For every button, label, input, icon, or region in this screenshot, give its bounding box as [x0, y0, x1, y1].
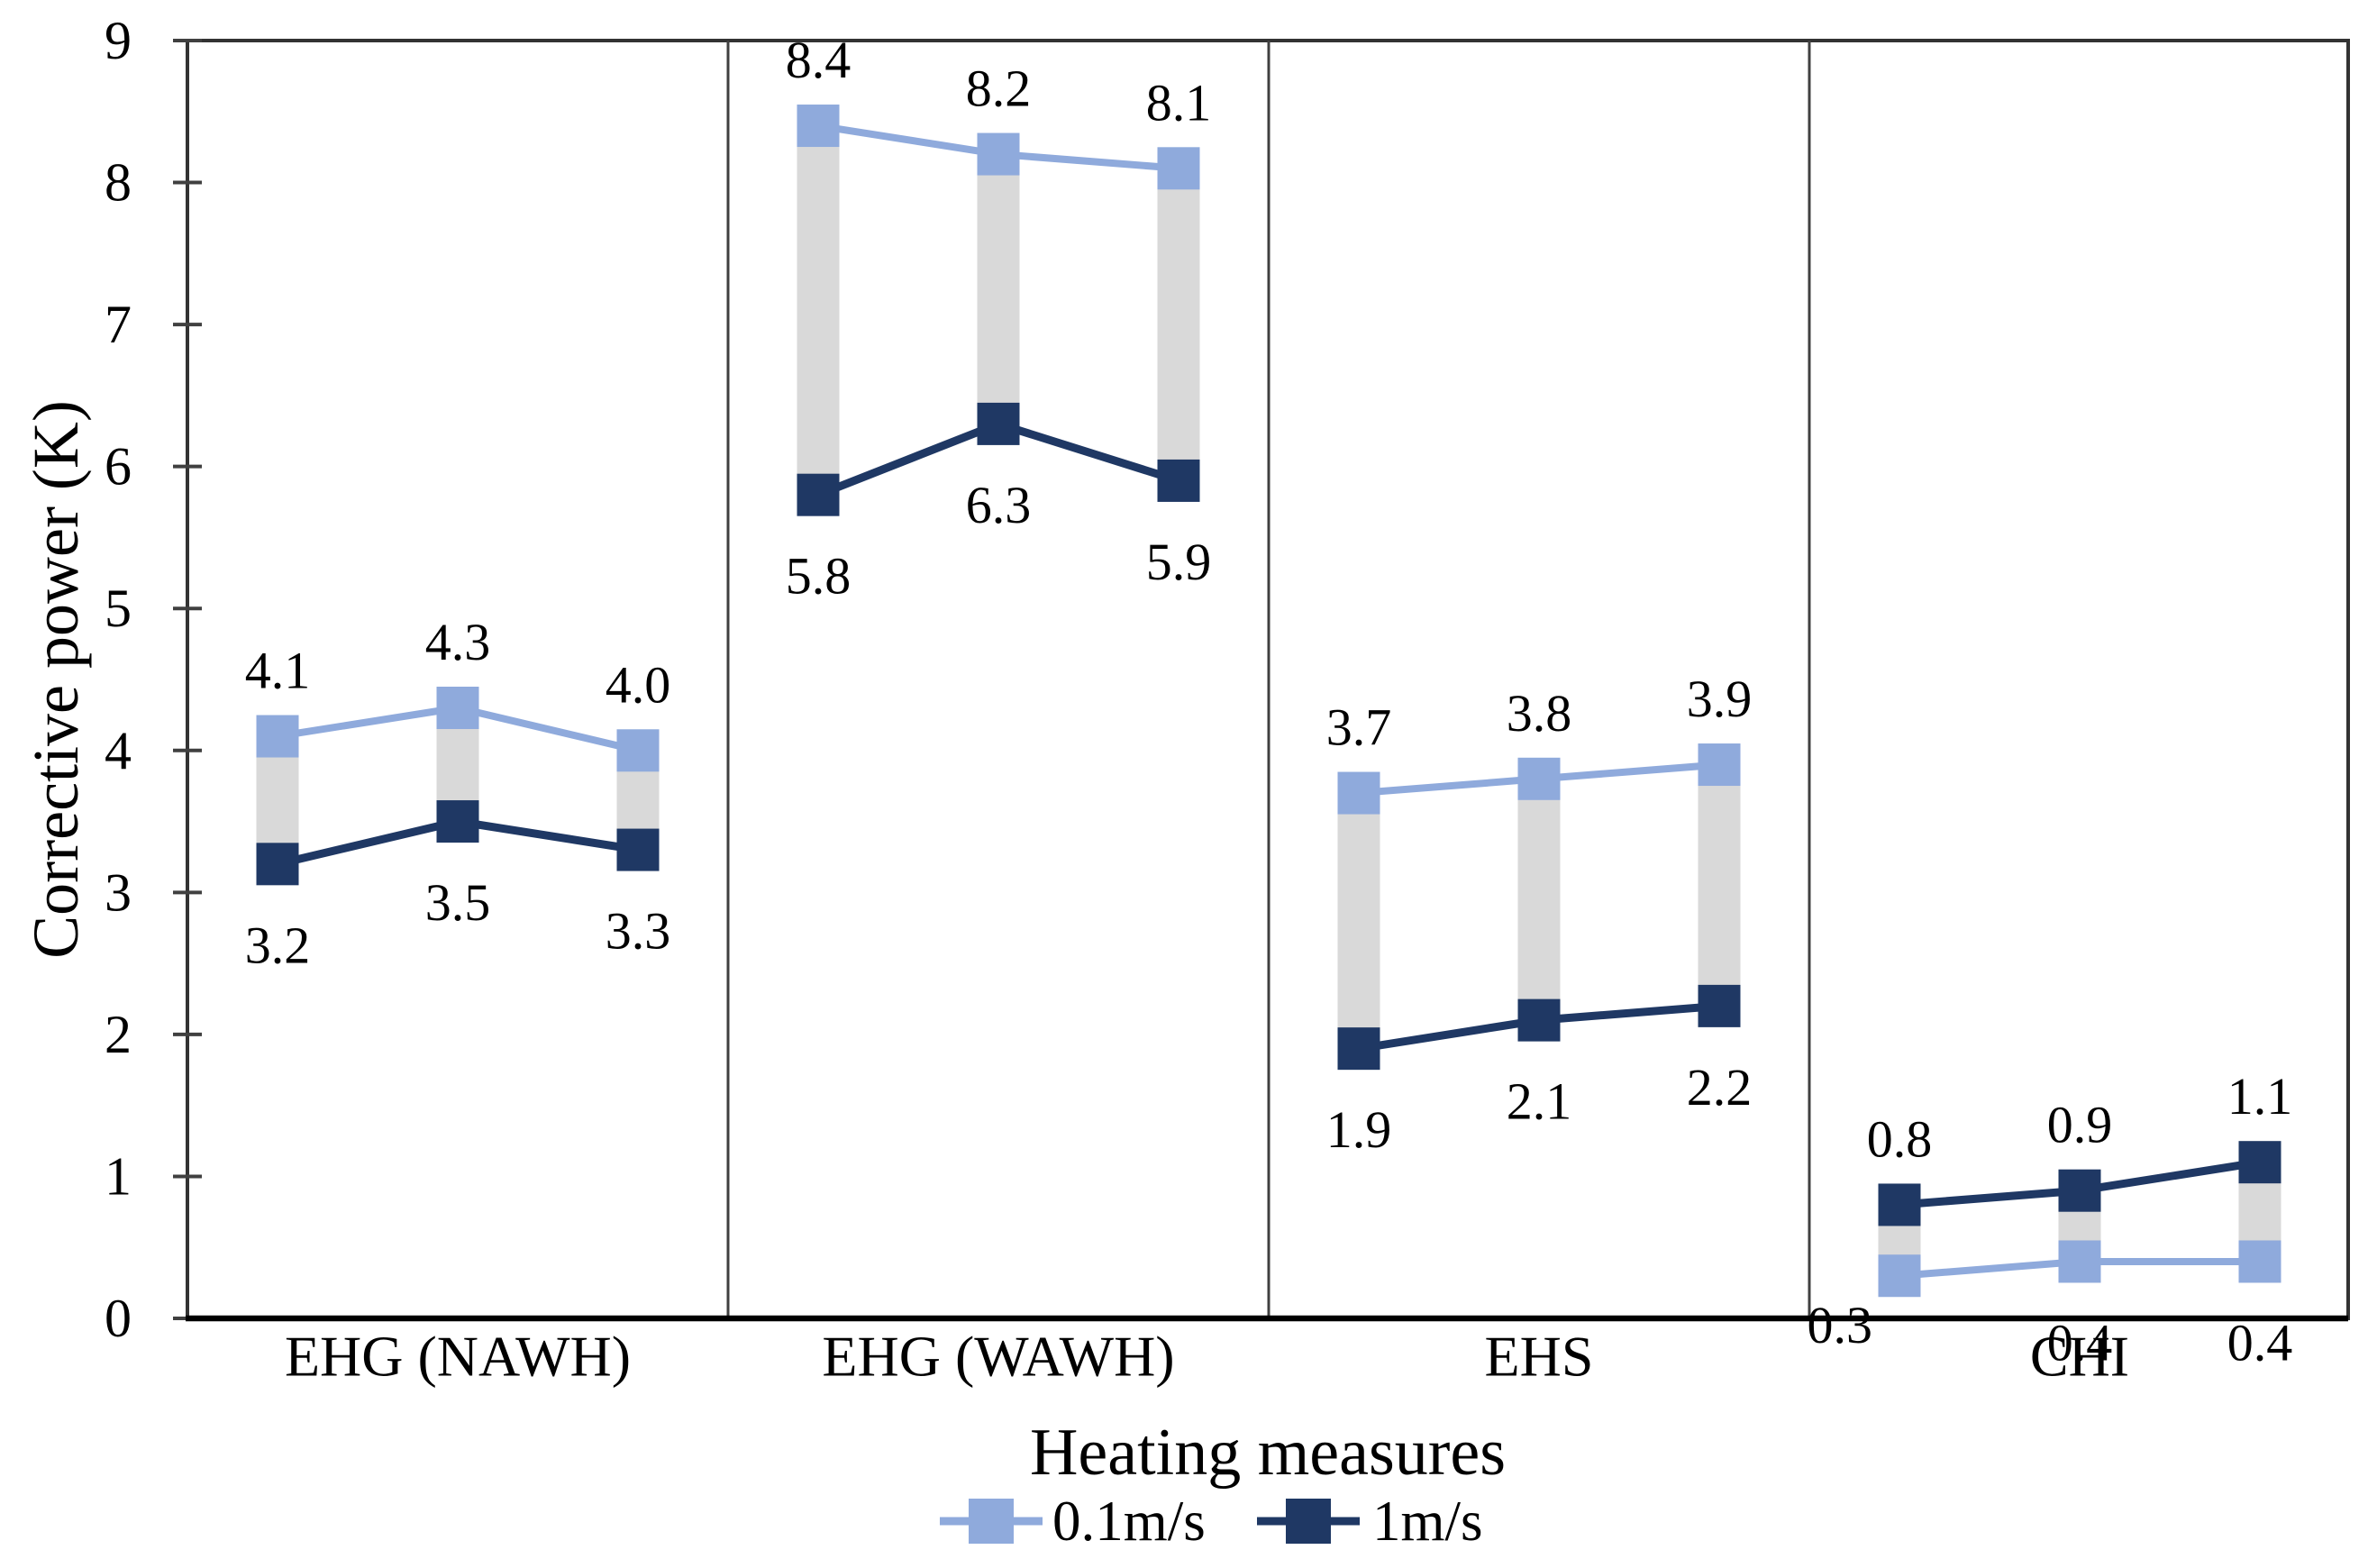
y-tick-label: 6: [105, 437, 132, 497]
data-label: 2.2: [1687, 1058, 1753, 1117]
marker-0.1m/s: [1517, 757, 1561, 800]
marker-0.1m/s: [797, 105, 840, 148]
data-label: 1.9: [1326, 1100, 1392, 1159]
marker-1m/s: [977, 402, 1020, 445]
data-label: 0.4: [2047, 1313, 2113, 1372]
y-axis-title: Corrective power (K): [20, 400, 92, 959]
marker-1m/s: [1157, 459, 1200, 502]
y-tick-label: 8: [105, 153, 132, 213]
data-label: 6.3: [966, 476, 1032, 534]
data-label: 0.4: [2227, 1313, 2293, 1372]
updown-bar: [1337, 793, 1380, 1049]
legend-marker-1m/s: [1286, 1499, 1331, 1544]
updown-bar: [977, 154, 1020, 424]
marker-0.1m/s: [1157, 147, 1200, 190]
category-label: EHS: [1485, 1325, 1594, 1389]
updown-bar: [797, 125, 840, 496]
legend-marker-0.1m/s: [969, 1499, 1014, 1544]
data-label: 4.0: [606, 655, 671, 714]
data-label: 0.3: [1808, 1296, 1873, 1354]
data-label: 3.2: [245, 916, 311, 974]
marker-1m/s: [797, 473, 840, 516]
x-axis-title: Heating measures: [1030, 1416, 1506, 1490]
data-label: 3.5: [425, 873, 491, 932]
updown-bar: [1157, 168, 1200, 481]
y-tick-label: 0: [105, 1289, 132, 1348]
marker-0.1m/s: [436, 687, 479, 730]
y-tick-label: 5: [105, 579, 132, 638]
marker-1m/s: [1517, 998, 1561, 1042]
data-label: 3.8: [1507, 684, 1572, 743]
y-tick-label: 9: [105, 11, 132, 70]
y-tick-label: 2: [105, 1005, 132, 1064]
marker-0.1m/s: [256, 715, 299, 758]
data-label: 0.9: [2047, 1096, 2113, 1154]
marker-0.1m/s: [616, 729, 660, 772]
marker-1m/s: [256, 843, 299, 886]
marker-1m/s: [1878, 1183, 1921, 1226]
updown-bar: [256, 736, 299, 864]
y-tick-label: 4: [105, 721, 132, 780]
marker-1m/s: [2058, 1169, 2101, 1212]
category-label: EHG (NAWH): [285, 1325, 631, 1389]
category-label: EHG (WAWH): [822, 1325, 1174, 1389]
marker-1m/s: [436, 800, 479, 843]
marker-0.1m/s: [2058, 1240, 2101, 1283]
data-label: 0.8: [1867, 1109, 1933, 1168]
data-label: 5.8: [786, 547, 852, 606]
y-tick-label: 3: [105, 862, 132, 922]
data-label: 8.1: [1146, 73, 1212, 132]
data-label: 5.9: [1146, 533, 1212, 591]
marker-1m/s: [1698, 984, 1741, 1027]
marker-0.1m/s: [1337, 771, 1380, 815]
updown-bar: [1517, 779, 1561, 1021]
data-label: 1.1: [2227, 1067, 2293, 1126]
marker-0.1m/s: [2238, 1240, 2281, 1283]
data-label: 2.1: [1507, 1072, 1572, 1131]
data-label: 8.2: [966, 59, 1032, 118]
marker-0.1m/s: [1698, 743, 1741, 787]
data-label: 3.9: [1687, 670, 1753, 728]
updown-bar: [1698, 764, 1741, 1007]
marker-1m/s: [1337, 1027, 1380, 1071]
category-label: CHI: [2030, 1325, 2129, 1389]
data-label: 3.3: [606, 902, 671, 961]
legend-label-0.1m/s: 0.1m/s: [1052, 1490, 1206, 1553]
y-tick-label: 1: [105, 1146, 132, 1206]
data-label: 4.3: [425, 613, 491, 671]
data-label: 4.1: [245, 642, 311, 700]
marker-1m/s: [616, 828, 660, 871]
legend-label-1m/s: 1m/s: [1372, 1490, 1483, 1553]
marker-0.1m/s: [977, 132, 1020, 176]
marker-0.1m/s: [1878, 1254, 1921, 1298]
y-tick-label: 7: [105, 295, 132, 354]
marker-1m/s: [2238, 1141, 2281, 1184]
data-label: 3.7: [1326, 698, 1392, 757]
data-label: 8.4: [786, 31, 852, 89]
